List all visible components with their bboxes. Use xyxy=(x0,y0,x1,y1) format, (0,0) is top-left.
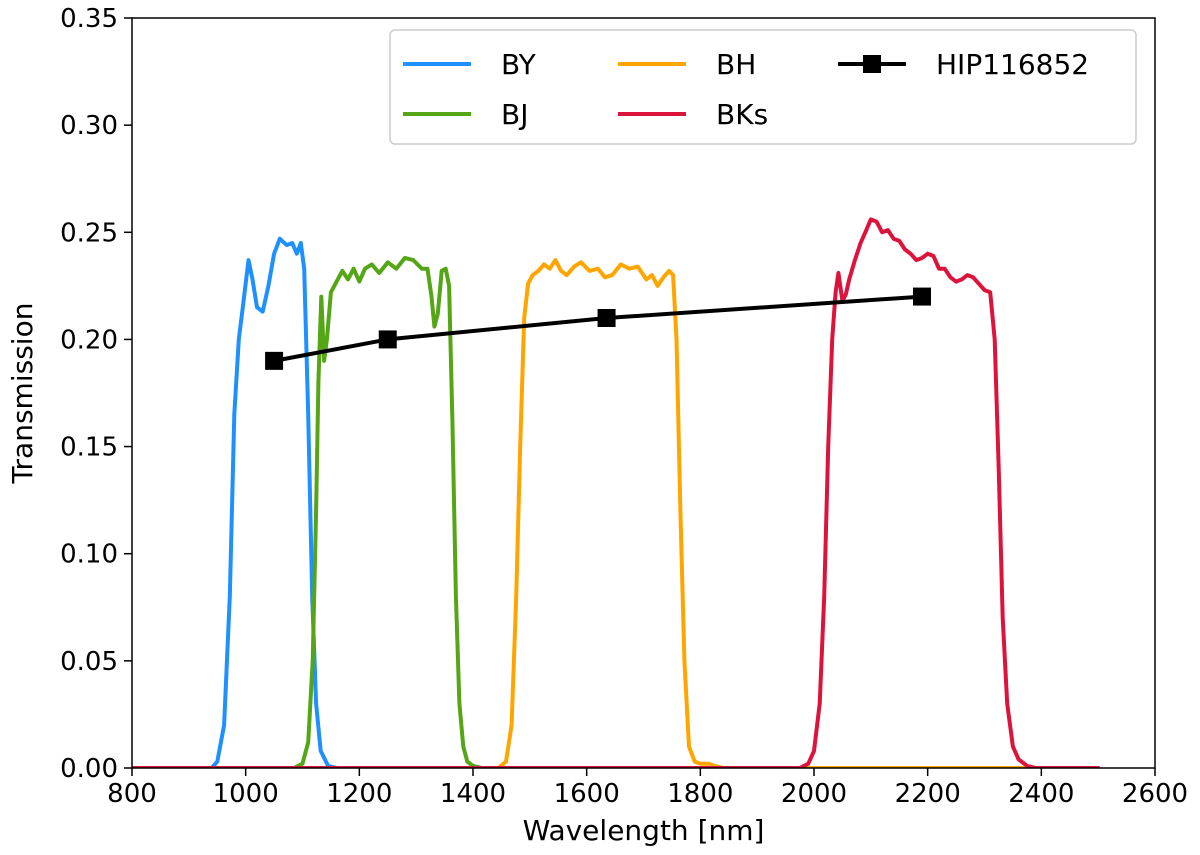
x-tick-label: 1800 xyxy=(667,779,733,809)
data-point-hip116852-3 xyxy=(912,287,931,306)
x-tick-label: 2400 xyxy=(1008,779,1074,809)
series-line-bks xyxy=(132,217,1101,768)
y-tick-label: 0.00 xyxy=(60,754,118,784)
data-point-hip116852-0 xyxy=(265,351,284,370)
x-tick-label: 800 xyxy=(107,779,157,809)
y-tick-label: 0.05 xyxy=(60,647,118,677)
plot-area xyxy=(132,217,1101,768)
x-tick-label: 1400 xyxy=(440,779,506,809)
data-point-hip116852-1 xyxy=(378,330,397,349)
y-tick-label: 0.25 xyxy=(60,218,118,248)
legend: BY BJ BH BKs HIP116852 xyxy=(389,29,1137,145)
series-line-bj xyxy=(132,256,1101,768)
y-tick-label: 0.10 xyxy=(60,540,118,570)
x-tick-label: 1200 xyxy=(326,779,392,809)
y-tick-label: 0.20 xyxy=(60,325,118,355)
x-tick-label: 2600 xyxy=(1122,779,1188,809)
legend-label-bj: BJ xyxy=(501,98,528,131)
legend-label-bh: BH xyxy=(716,48,756,81)
legend-marker-icon xyxy=(863,55,881,73)
legend-label-by: BY xyxy=(501,48,537,81)
axis-ticks: 800 1000 1200 1400 1600 1800 2000 2200 2400 2600 0… xyxy=(60,4,1188,809)
x-tick-label: 1600 xyxy=(554,779,620,809)
y-tick-label: 0.15 xyxy=(60,433,118,463)
series-line-bh xyxy=(132,258,1101,768)
legend-label-bks: BKs xyxy=(716,98,768,131)
legend-frame xyxy=(389,29,1137,145)
x-tick-label: 2200 xyxy=(895,779,961,809)
y-axis-label: Transmission xyxy=(6,303,39,485)
x-axis-label: Wavelength [nm] xyxy=(523,814,765,847)
data-point-hip116852-2 xyxy=(597,309,616,327)
y-tick-label: 0.35 xyxy=(60,4,118,34)
series-line-hip116852 xyxy=(272,294,924,363)
y-tick-label: 0.30 xyxy=(60,111,118,141)
legend-label-hip116852: HIP116852 xyxy=(936,48,1089,81)
series-line-by xyxy=(132,236,1101,768)
plot-frame xyxy=(131,17,1156,769)
x-tick-label: 2000 xyxy=(781,779,847,809)
x-tick-label: 1000 xyxy=(213,779,279,809)
